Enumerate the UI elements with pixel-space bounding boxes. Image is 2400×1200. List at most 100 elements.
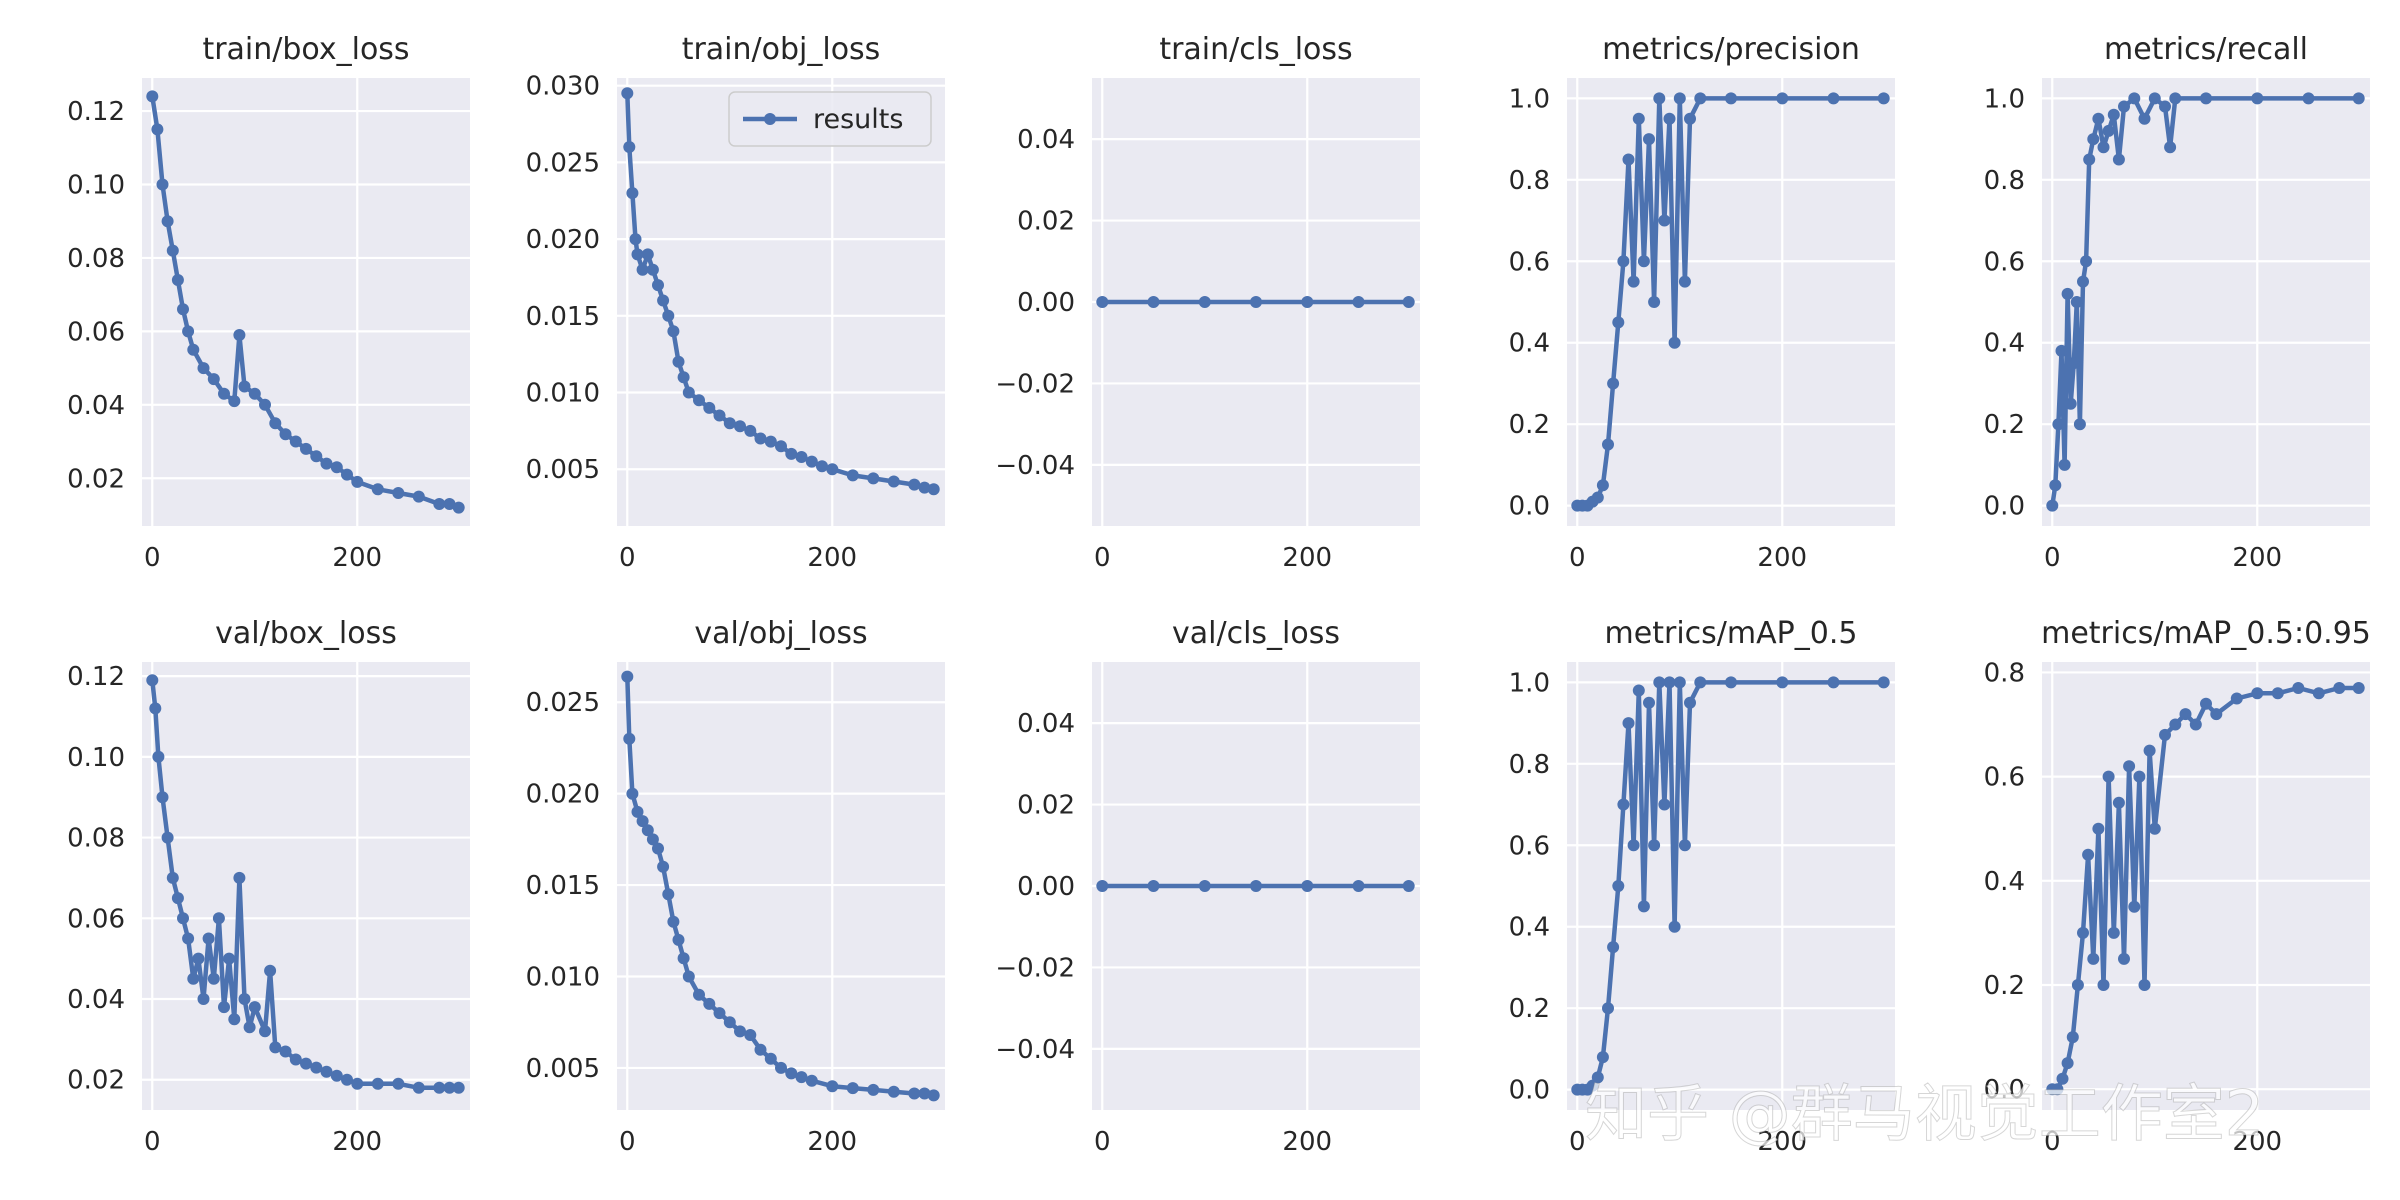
series-results [2046, 92, 2365, 512]
data-point [392, 1077, 405, 1090]
data-point [2143, 744, 2156, 757]
y-tick-label: 1.0 [1509, 84, 1550, 114]
data-point [330, 461, 343, 474]
y-tick-label: 0.0 [1509, 1076, 1550, 1106]
data-point [412, 490, 425, 503]
data-point [1648, 839, 1661, 852]
data-point [392, 487, 405, 499]
data-point [166, 871, 179, 884]
data-point [908, 1087, 921, 1100]
y-tick-label: 0.020 [526, 780, 600, 810]
subplot-title: train/box_loss [202, 32, 409, 67]
data-point [2067, 357, 2080, 370]
data-point [1827, 92, 1840, 105]
data-point [2107, 926, 2120, 939]
data-point [667, 325, 680, 338]
data-point [1776, 92, 1789, 105]
data-point [202, 932, 215, 945]
data-point [631, 805, 644, 818]
data-point [1147, 296, 1160, 308]
data-point [1617, 798, 1630, 811]
data-point [1627, 275, 1640, 288]
data-point [1673, 676, 1686, 689]
data-point [2200, 92, 2212, 105]
data-point [1596, 479, 1609, 492]
data-point [1694, 92, 1707, 105]
x-tick-label: 0 [144, 1127, 161, 1157]
x-tick-label: 200 [1757, 1127, 1807, 1157]
y-tick-label: 0.0 [1509, 492, 1550, 522]
x-tick-label: 200 [1282, 543, 1332, 573]
plot-area [142, 662, 470, 1110]
data-point [320, 457, 333, 470]
subplot-title: val/box_loss [215, 616, 397, 651]
y-tick-label: −0.04 [995, 1035, 1075, 1065]
y-tick-label: 0.08 [67, 244, 125, 274]
y-tick-label: 0.12 [67, 662, 125, 692]
series-line [2052, 685, 2359, 1092]
data-point [2077, 926, 2089, 939]
data-point [1694, 676, 1707, 689]
data-point [207, 972, 220, 985]
data-point [1622, 717, 1635, 730]
data-point [846, 1082, 859, 1095]
subplot-6: 0 200 0.02 0.04 0.06 0.08 0.10 0.12 val/box_loss [67, 616, 470, 1157]
data-point [908, 478, 921, 491]
data-point [2097, 979, 2110, 991]
data-point [652, 842, 664, 855]
data-point [764, 1052, 777, 1065]
data-point [151, 123, 164, 136]
data-point [1637, 255, 1650, 268]
subplot-title: metrics/precision [1602, 32, 1860, 67]
data-point [2200, 697, 2212, 710]
data-point [662, 309, 675, 322]
data-point [1607, 377, 1620, 390]
data-point [1684, 112, 1696, 125]
data-point [1596, 1051, 1609, 1064]
y-tick-label: 0.4 [1509, 913, 1550, 943]
x-tick-label: 200 [1757, 543, 1807, 573]
data-point [2052, 418, 2065, 431]
data-point [2128, 900, 2141, 913]
data-point [351, 1077, 364, 1090]
data-point [218, 1001, 230, 1014]
data-point [238, 993, 251, 1005]
plot-area [2042, 78, 2370, 526]
data-point [734, 420, 746, 433]
data-point [646, 263, 659, 276]
data-point [927, 483, 940, 496]
data-point [187, 972, 200, 985]
data-point [2118, 100, 2130, 113]
data-point [2049, 479, 2062, 492]
data-point [2159, 728, 2171, 741]
data-point [646, 833, 659, 846]
series-results [1571, 92, 1890, 512]
data-point [2230, 692, 2243, 705]
data-point [212, 912, 225, 925]
data-point [228, 395, 241, 408]
data-point [223, 952, 236, 965]
y-tick-label: 0.10 [67, 743, 125, 773]
x-tick-label: 0 [2044, 1127, 2061, 1157]
data-point [2061, 1057, 2074, 1070]
data-point [2073, 418, 2086, 431]
data-point [1668, 920, 1681, 933]
data-point [2118, 952, 2130, 965]
data-point [1725, 676, 1737, 689]
data-point [152, 750, 165, 763]
data-point [623, 732, 636, 745]
data-point [693, 988, 705, 1001]
data-point [918, 1087, 931, 1100]
data-point [2251, 92, 2264, 105]
data-point [2066, 1031, 2079, 1044]
data-point [927, 1089, 940, 1102]
data-point [785, 447, 798, 460]
series-results [2046, 682, 2365, 1096]
data-point [1663, 676, 1676, 689]
y-tick-label: 0.10 [67, 170, 125, 200]
data-point [682, 970, 695, 983]
data-point [867, 1083, 880, 1096]
x-tick-label: 0 [619, 543, 636, 573]
data-point [1147, 880, 1160, 892]
